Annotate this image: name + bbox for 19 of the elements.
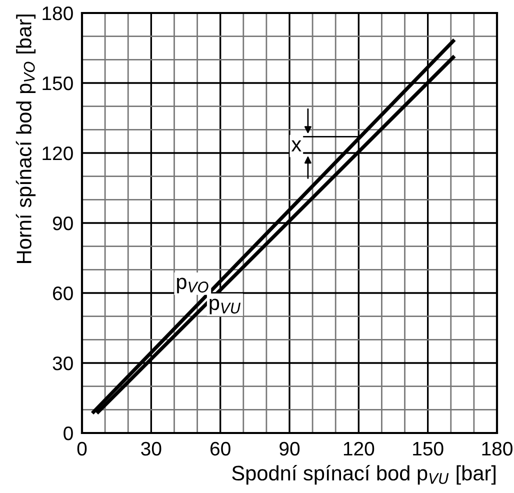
y-tick-label: 0 bbox=[64, 426, 73, 440]
y-tick-label: 30 bbox=[52, 356, 73, 370]
y-tick-label: 120 bbox=[42, 146, 73, 160]
x-tick-label: 150 bbox=[413, 442, 444, 456]
y-tick-label: 180 bbox=[42, 6, 73, 20]
x-tick-label: 120 bbox=[344, 442, 374, 456]
annotation: p$_{VU}$ bbox=[210, 298, 241, 314]
y-tick-label: 90 bbox=[52, 216, 73, 230]
y-tick-label: 60 bbox=[53, 286, 73, 300]
x-tick-label: 180 bbox=[482, 442, 512, 456]
annotation: p$_{VO}$ bbox=[177, 278, 208, 294]
x-tick-label: 0 bbox=[77, 442, 87, 456]
x-axis-title: Spodní spínací bod p$_{VU}$ [bar] bbox=[232, 465, 496, 485]
x-tick-label: 30 bbox=[141, 442, 162, 456]
y-tick-label: 150 bbox=[42, 76, 73, 90]
x-tick-label: 60 bbox=[210, 442, 230, 456]
annotation: x bbox=[291, 140, 302, 152]
x-tick-label: 90 bbox=[280, 442, 300, 456]
y-axis-title: Horní spínací bod p$_{VO}$ [bar] bbox=[16, 14, 36, 263]
